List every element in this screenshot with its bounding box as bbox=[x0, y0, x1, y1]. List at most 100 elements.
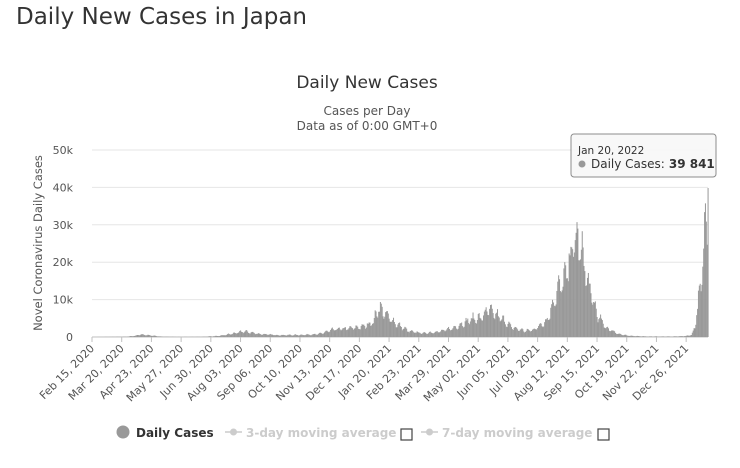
daily-case-bar[interactable] bbox=[320, 332, 322, 337]
daily-case-bar[interactable] bbox=[624, 334, 626, 337]
daily-case-bar[interactable] bbox=[625, 334, 627, 337]
daily-case-bar[interactable] bbox=[271, 334, 273, 337]
daily-case-bar[interactable] bbox=[392, 320, 394, 337]
daily-case-bar[interactable] bbox=[704, 203, 706, 337]
daily-case-bar[interactable] bbox=[274, 335, 276, 337]
daily-case-bar[interactable] bbox=[611, 330, 613, 337]
daily-case-bar[interactable] bbox=[232, 333, 234, 337]
daily-case-bar[interactable] bbox=[475, 322, 477, 337]
daily-case-bar[interactable] bbox=[261, 334, 263, 337]
daily-case-bar[interactable] bbox=[364, 325, 366, 337]
daily-case-bar[interactable] bbox=[498, 317, 500, 337]
daily-case-bar[interactable] bbox=[609, 331, 611, 337]
daily-case-bar[interactable] bbox=[137, 335, 139, 337]
daily-case-bar[interactable] bbox=[574, 240, 576, 337]
daily-case-bar[interactable] bbox=[524, 332, 526, 337]
daily-case-bar[interactable] bbox=[422, 332, 424, 337]
daily-case-bar[interactable] bbox=[230, 334, 232, 337]
daily-case-bar[interactable] bbox=[553, 305, 555, 337]
daily-case-bar[interactable] bbox=[451, 329, 453, 337]
daily-case-bar[interactable] bbox=[622, 335, 624, 337]
daily-case-bar[interactable] bbox=[599, 317, 601, 337]
daily-case-bar[interactable] bbox=[288, 334, 290, 337]
daily-case-bar[interactable] bbox=[650, 336, 652, 337]
daily-case-bar[interactable] bbox=[326, 330, 328, 337]
daily-case-bar[interactable] bbox=[676, 336, 678, 337]
daily-case-bar[interactable] bbox=[354, 328, 356, 337]
daily-case-bar[interactable] bbox=[338, 327, 340, 337]
daily-case-bar[interactable] bbox=[673, 336, 675, 337]
bars-layer[interactable] bbox=[92, 187, 709, 338]
daily-case-bar[interactable] bbox=[353, 328, 355, 337]
daily-case-bar[interactable] bbox=[316, 334, 319, 337]
daily-case-bar[interactable] bbox=[604, 327, 606, 337]
daily-case-bar[interactable] bbox=[434, 331, 436, 337]
daily-case-bar[interactable] bbox=[381, 306, 383, 337]
daily-case-bar[interactable] bbox=[427, 333, 429, 337]
daily-case-bar[interactable] bbox=[541, 326, 543, 337]
daily-case-bar[interactable] bbox=[143, 335, 146, 337]
daily-case-bar[interactable] bbox=[385, 312, 387, 337]
daily-case-bar[interactable] bbox=[398, 322, 400, 337]
daily-case-bar[interactable] bbox=[460, 323, 462, 337]
daily-case-bar[interactable] bbox=[432, 333, 434, 337]
daily-case-bar[interactable] bbox=[621, 334, 623, 337]
daily-case-bar[interactable] bbox=[538, 326, 540, 337]
daily-case-bar[interactable] bbox=[150, 335, 152, 337]
daily-case-bar[interactable] bbox=[382, 316, 384, 337]
daily-case-bar[interactable] bbox=[330, 328, 332, 338]
daily-case-bar[interactable] bbox=[210, 336, 212, 337]
daily-case-bar[interactable] bbox=[535, 329, 537, 337]
daily-case-bar[interactable] bbox=[254, 334, 256, 337]
daily-case-bar[interactable] bbox=[233, 332, 236, 337]
daily-case-bar[interactable] bbox=[636, 335, 638, 337]
daily-case-bar[interactable] bbox=[507, 323, 509, 337]
daily-case-bar[interactable] bbox=[277, 335, 279, 337]
daily-case-bar[interactable] bbox=[139, 335, 141, 337]
daily-case-bar[interactable] bbox=[600, 314, 602, 337]
daily-case-bar[interactable] bbox=[487, 314, 489, 337]
daily-case-bar[interactable] bbox=[669, 336, 671, 337]
daily-case-bar[interactable] bbox=[616, 333, 618, 337]
daily-case-bar[interactable] bbox=[221, 335, 223, 337]
daily-case-bar[interactable] bbox=[252, 331, 254, 337]
daily-case-bar[interactable] bbox=[335, 329, 337, 337]
daily-case-bar[interactable] bbox=[351, 327, 353, 337]
daily-case-bar[interactable] bbox=[349, 326, 351, 337]
daily-case-bar[interactable] bbox=[642, 336, 644, 337]
daily-case-bar[interactable] bbox=[639, 336, 641, 337]
daily-case-bar[interactable] bbox=[647, 336, 649, 337]
daily-case-bar[interactable] bbox=[360, 326, 362, 337]
daily-case-bar[interactable] bbox=[555, 304, 557, 337]
daily-case-bar[interactable] bbox=[689, 335, 691, 337]
daily-case-bar[interactable] bbox=[393, 317, 395, 337]
daily-case-bar[interactable] bbox=[563, 268, 565, 337]
daily-case-bar[interactable] bbox=[242, 333, 244, 337]
daily-case-bar[interactable] bbox=[401, 330, 403, 337]
daily-case-bar[interactable] bbox=[289, 334, 291, 337]
daily-case-bar[interactable] bbox=[218, 336, 220, 337]
daily-case-bar[interactable] bbox=[403, 328, 405, 337]
daily-case-bar[interactable] bbox=[494, 319, 496, 337]
daily-case-bar[interactable] bbox=[560, 292, 562, 337]
daily-case-bar[interactable] bbox=[405, 327, 407, 337]
daily-case-bar[interactable] bbox=[566, 278, 568, 337]
daily-case-bar[interactable] bbox=[220, 335, 222, 337]
daily-case-bar[interactable] bbox=[279, 335, 281, 337]
daily-case-bar[interactable] bbox=[521, 328, 523, 337]
daily-case-bar[interactable] bbox=[207, 336, 209, 337]
daily-case-bar[interactable] bbox=[372, 323, 374, 337]
daily-case-bar[interactable] bbox=[301, 334, 303, 337]
daily-case-bar[interactable] bbox=[287, 334, 289, 337]
daily-case-bar[interactable] bbox=[619, 333, 621, 337]
daily-case-bar[interactable] bbox=[648, 336, 650, 338]
daily-case-bar[interactable] bbox=[295, 334, 297, 337]
daily-case-bar[interactable] bbox=[243, 332, 245, 337]
daily-case-bar[interactable] bbox=[457, 328, 459, 337]
daily-case-bar[interactable] bbox=[628, 335, 630, 337]
daily-case-bar[interactable] bbox=[464, 321, 466, 337]
daily-case-bar[interactable] bbox=[489, 308, 491, 337]
daily-case-bar[interactable] bbox=[303, 335, 305, 337]
daily-case-bar[interactable] bbox=[493, 317, 495, 337]
daily-case-bar[interactable] bbox=[150, 335, 152, 337]
